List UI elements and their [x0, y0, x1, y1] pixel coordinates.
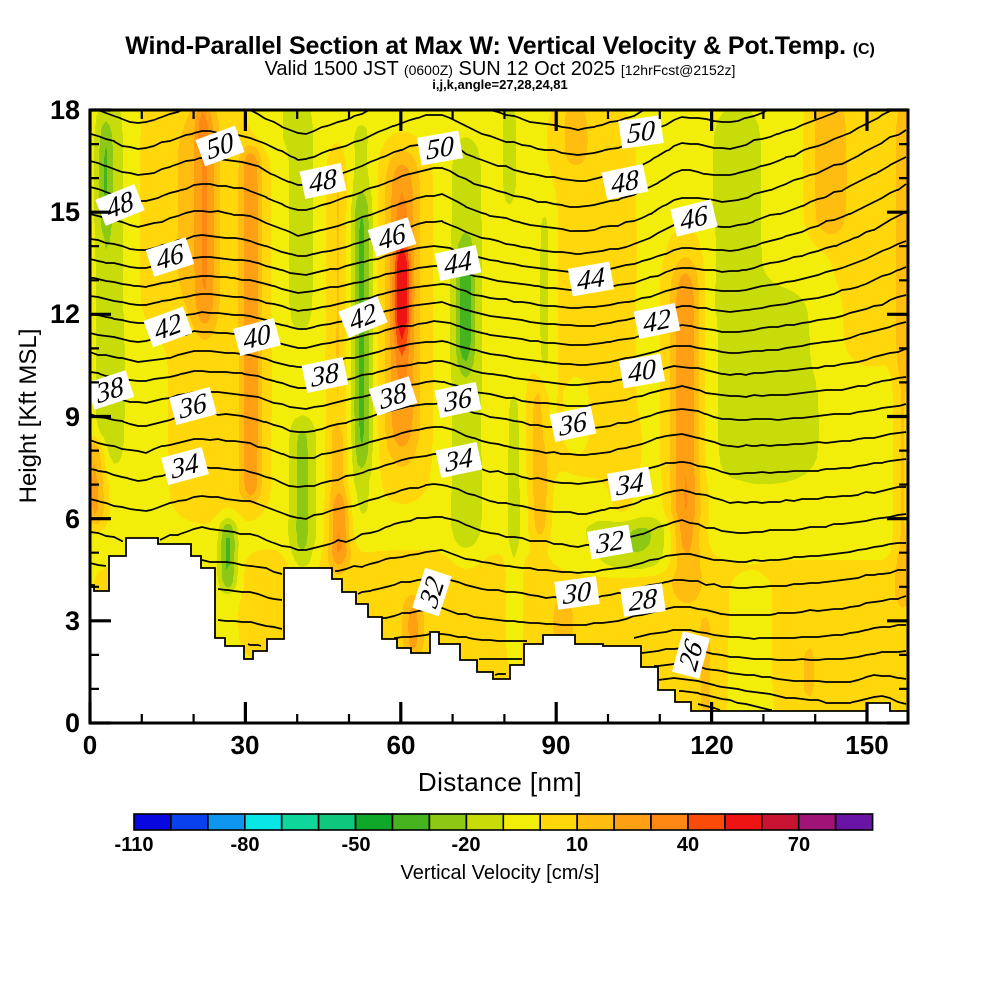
svg-text:120: 120 [690, 730, 733, 760]
svg-text:50: 50 [627, 115, 656, 150]
svg-text:Wind-Parallel Section at Max W: Wind-Parallel Section at Max W: Vertical… [125, 32, 875, 60]
svg-text:Valid 1500 JST (0600Z) SUN 12: Valid 1500 JST (0600Z) SUN 12 Oct 2025 [… [265, 58, 736, 80]
svg-text:Vertical Velocity [cm/s]: Vertical Velocity [cm/s] [401, 862, 600, 884]
svg-text:15: 15 [50, 197, 80, 227]
svg-text:48: 48 [309, 163, 337, 200]
svg-text:44: 44 [444, 245, 472, 282]
svg-text:36: 36 [443, 382, 472, 419]
svg-text:0: 0 [65, 708, 80, 738]
svg-text:38: 38 [310, 357, 339, 394]
svg-text:28: 28 [629, 583, 658, 618]
svg-text:6: 6 [65, 504, 80, 534]
svg-text:0: 0 [83, 730, 97, 760]
svg-text:30: 30 [562, 576, 592, 611]
svg-text:30: 30 [231, 730, 260, 760]
svg-text:40: 40 [677, 834, 699, 856]
svg-text:12: 12 [50, 299, 80, 329]
svg-text:9: 9 [65, 402, 80, 432]
svg-text:Height [Kft MSL]: Height [Kft MSL] [15, 329, 42, 504]
svg-text:46: 46 [679, 200, 708, 238]
svg-text:36: 36 [558, 406, 587, 443]
svg-text:34: 34 [444, 442, 473, 479]
svg-text:Distance [nm]: Distance [nm] [418, 767, 582, 797]
svg-text:150: 150 [845, 730, 888, 760]
svg-text:36: 36 [177, 387, 208, 426]
svg-text:34: 34 [169, 447, 200, 486]
svg-text:3: 3 [65, 606, 80, 636]
svg-text:44: 44 [577, 262, 605, 298]
svg-text:-20: -20 [452, 834, 481, 856]
svg-text:90: 90 [542, 730, 571, 760]
svg-text:18: 18 [50, 95, 80, 125]
svg-text:-50: -50 [342, 834, 371, 856]
svg-text:32: 32 [595, 525, 624, 561]
svg-text:70: 70 [788, 834, 810, 856]
svg-text:10: 10 [566, 834, 588, 856]
svg-text:40: 40 [242, 318, 272, 356]
svg-text:40: 40 [628, 354, 656, 390]
svg-text:60: 60 [387, 730, 416, 760]
svg-text:i,j,k,angle=27,28,24,81: i,j,k,angle=27,28,24,81 [432, 77, 568, 92]
svg-text:48: 48 [611, 164, 639, 201]
svg-text:42: 42 [643, 303, 671, 340]
svg-text:-80: -80 [231, 834, 260, 856]
svg-text:34: 34 [615, 467, 644, 503]
svg-text:50: 50 [426, 131, 454, 167]
svg-text:-110: -110 [115, 834, 154, 856]
